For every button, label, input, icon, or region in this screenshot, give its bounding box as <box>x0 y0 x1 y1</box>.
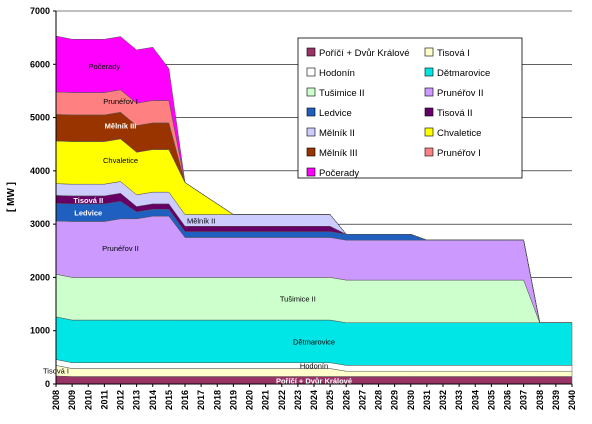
legend-swatch-tisova-i <box>424 47 434 57</box>
x-tick-label-2035: 2035 <box>486 390 496 410</box>
legend-label-tusimice-ii: Tušimice II <box>319 88 365 99</box>
x-tick-label-2023: 2023 <box>293 390 303 410</box>
x-tick-label-2008: 2008 <box>51 390 61 410</box>
x-tick-label-2015: 2015 <box>164 390 174 410</box>
label-hodonin: Hodonín <box>300 362 328 371</box>
legend-label-melnik-iii: Mělník III <box>319 148 358 159</box>
x-tick-label-2040: 2040 <box>567 390 577 410</box>
x-tick-label-2038: 2038 <box>535 390 545 410</box>
legend-box <box>297 37 523 179</box>
legend-label-chvaletice: Chvaletice <box>437 128 481 139</box>
label-melnik-iii: Mělník III <box>105 122 137 131</box>
x-tick-label-2009: 2009 <box>67 390 77 410</box>
x-tick-label-2017: 2017 <box>196 390 206 410</box>
legend-label-porici-dvur-kralove: Poříčí + Dvůr Králové <box>319 48 410 59</box>
x-tick-label-2028: 2028 <box>374 390 384 410</box>
x-tick-label-2016: 2016 <box>180 390 190 410</box>
x-tick-label-2027: 2027 <box>357 390 367 410</box>
x-tick-label-2011: 2011 <box>99 390 109 410</box>
x-tick-label-2026: 2026 <box>341 390 351 410</box>
legend-swatch-melnik-ii <box>306 127 316 137</box>
axes: 0 1000 2000 3000 4000 5000 6000 7000 2008 2009 201… <box>30 6 577 410</box>
legend-swatch-prunerov-ii <box>424 87 434 97</box>
y-tick-label-7000: 7000 <box>30 6 50 16</box>
x-tick-label-2039: 2039 <box>551 390 561 410</box>
legend-label-ledvice: Ledvice <box>319 108 352 119</box>
label-tisova-ii: Tisová II <box>73 196 103 205</box>
x-tick-label-2014: 2014 <box>148 390 158 410</box>
x-tick-label-2036: 2036 <box>503 390 513 410</box>
legend-label-tisova-ii: Tisová II <box>437 108 473 119</box>
x-tick-label-2018: 2018 <box>212 390 222 410</box>
y-tick-label-6000: 6000 <box>30 59 50 69</box>
x-tick-label-2022: 2022 <box>277 390 287 410</box>
x-tick-label-2032: 2032 <box>438 390 448 410</box>
legend-label-detmarovice: Dětmarovice <box>437 68 490 79</box>
x-tick-label-2021: 2021 <box>261 390 271 410</box>
x-tick-label-2020: 2020 <box>245 390 255 410</box>
label-porici-dvur-kralove: Poříčí + Dvůr Králové <box>276 376 352 385</box>
label-prunerov-i: Prunéřov I <box>103 97 138 106</box>
legend-swatch-prunerov-i <box>424 147 434 157</box>
x-tick-label-2010: 2010 <box>83 390 93 410</box>
legend-swatch-tusimice-ii <box>306 87 316 97</box>
legend-swatch-tisova-ii <box>424 107 434 117</box>
legend-swatch-chvaletice <box>424 127 434 137</box>
y-tick-label-5000: 5000 <box>30 113 50 123</box>
y-tick-label-0: 0 <box>45 379 50 389</box>
y-axis-label: [ MW ] <box>6 182 17 212</box>
legend-swatch-porici-dvur-kralove <box>306 47 316 57</box>
x-tick-label-2029: 2029 <box>390 390 400 410</box>
legend-swatch-hodonin <box>306 67 316 77</box>
label-detmarovice: Dětmarovice <box>293 337 335 346</box>
legend-swatch-pocerady <box>306 167 316 177</box>
legend-label-hodonin: Hodonín <box>319 68 355 79</box>
legend-label-prunerov-i: Prunéřov I <box>437 148 481 159</box>
x-tick-label-2034: 2034 <box>470 390 480 410</box>
legend-label-prunerov-ii: Prunéřov II <box>437 88 483 99</box>
area-pocerady <box>55 35 572 323</box>
x-tick-label-2013: 2013 <box>132 390 142 410</box>
x-tick-label-2030: 2030 <box>406 390 416 410</box>
legend: Poříčí + Dvůr Králové Tisová I Hodonín Dětm… <box>297 37 523 179</box>
y-tick-label-1000: 1000 <box>30 326 50 336</box>
x-tick-label-2024: 2024 <box>309 390 319 410</box>
legend-label-pocerady: Počerady <box>319 168 359 179</box>
legend-swatch-ledvice <box>306 107 316 117</box>
label-tusimice-ii: Tušimice II <box>280 295 316 304</box>
x-tick-label-2037: 2037 <box>519 390 529 410</box>
y-tick-label-4000: 4000 <box>30 166 50 176</box>
label-ledvice: Ledvice <box>74 209 102 218</box>
label-chvaletice: Chvaletice <box>103 156 138 165</box>
legend-swatch-melnik-iii <box>306 147 316 157</box>
legend-label-tisova-i: Tisová I <box>437 48 470 59</box>
label-prunerov-ii: Prunéřov II <box>102 244 139 253</box>
x-tick-label-2025: 2025 <box>325 390 335 410</box>
x-tick-label-2019: 2019 <box>228 390 238 410</box>
y-tick-label-2000: 2000 <box>30 272 50 282</box>
x-tick-label-2012: 2012 <box>116 390 126 410</box>
x-tick-label-2031: 2031 <box>422 390 432 410</box>
label-pocerady: Počerady <box>89 62 121 71</box>
legend-label-melnik-ii: Mělník II <box>319 128 355 139</box>
y-tick-label-3000: 3000 <box>30 219 50 229</box>
series-areas <box>55 35 573 385</box>
legend-swatch-detmarovice <box>424 67 434 77</box>
x-tick-label-2033: 2033 <box>454 390 464 410</box>
label-melnik-ii: Mělník II <box>187 216 215 225</box>
